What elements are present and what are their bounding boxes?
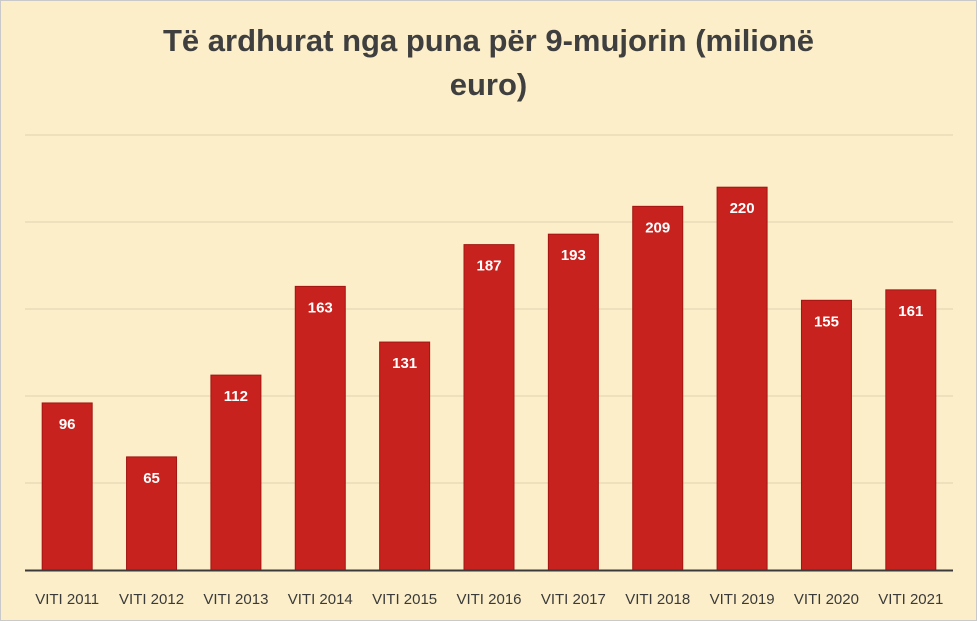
x-tick-label: VITI 2011	[35, 591, 99, 608]
chart-title: Të ardhurat nga puna për 9-mujorin (mili…	[1, 19, 976, 107]
x-tick-labels: VITI 2011 VITI 2012 VITI 2013 VITI 2014 VITI…	[35, 591, 943, 608]
bar-viti-2018	[632, 205, 684, 571]
chart-title-line-2: euro)	[449, 67, 528, 102]
bar-viti-2012	[126, 456, 178, 571]
data-labels: 96 65 112 163 131 187 193 209 220 155 161	[59, 200, 923, 487]
bars	[41, 186, 937, 571]
x-tick-label: VITI 2021	[878, 591, 943, 608]
data-label: 220	[730, 200, 755, 217]
x-tick-label: VITI 2020	[794, 591, 859, 608]
bar-viti-2021	[885, 289, 937, 571]
bar-viti-2016	[463, 244, 515, 571]
x-tick-label: VITI 2017	[541, 591, 606, 608]
bar-viti-2019	[716, 186, 768, 571]
data-label: 163	[308, 299, 333, 316]
data-label: 96	[59, 416, 76, 433]
bar-viti-2017	[547, 233, 599, 571]
bar-viti-2013	[210, 374, 262, 571]
x-tick-label: VITI 2016	[456, 591, 521, 608]
data-label: 65	[143, 470, 160, 487]
data-label: 187	[476, 258, 501, 275]
data-label: 161	[898, 303, 923, 320]
bar-viti-2020	[800, 299, 852, 571]
bar-viti-2014	[294, 285, 346, 571]
x-tick-label: VITI 2019	[710, 591, 775, 608]
data-label: 193	[561, 247, 586, 264]
data-label: 131	[392, 355, 417, 372]
x-tick-label: VITI 2014	[288, 591, 353, 608]
x-tick-label: VITI 2015	[372, 591, 437, 608]
data-label: 155	[814, 313, 839, 330]
chart-title-line-1: Të ardhurat nga puna për 9-mujorin (mili…	[162, 23, 815, 58]
x-tick-label: VITI 2018	[625, 591, 690, 608]
x-tick-label: VITI 2013	[203, 591, 268, 608]
data-label: 209	[645, 219, 670, 236]
x-tick-label: VITI 2012	[119, 591, 184, 608]
bar-viti-2011	[41, 402, 93, 571]
bar-viti-2015	[379, 341, 431, 571]
data-label: 112	[224, 388, 248, 405]
